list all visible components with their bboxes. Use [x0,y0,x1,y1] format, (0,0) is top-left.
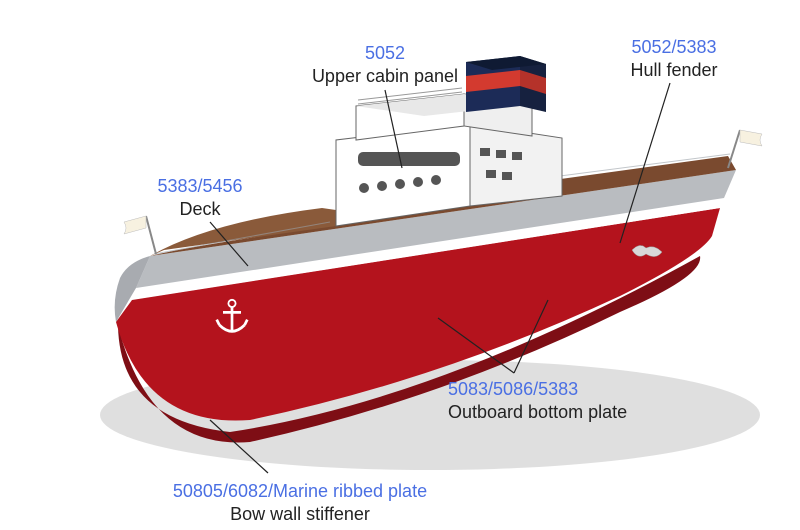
stern-flag [728,130,762,168]
bow-flag [124,216,156,254]
funnel [466,56,546,112]
